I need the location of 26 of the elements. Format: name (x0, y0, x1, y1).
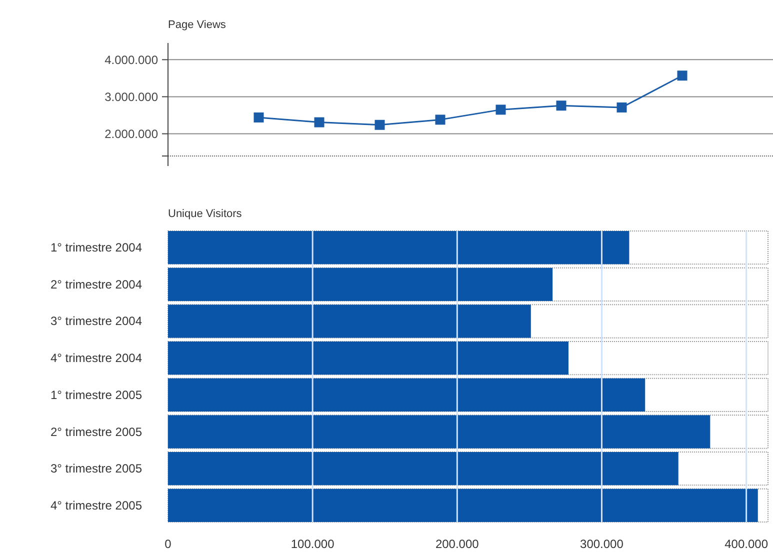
chart-title: Page Views (168, 19, 226, 31)
point (435, 114, 446, 125)
point (677, 70, 688, 81)
y-tick-label: 3° trimestre 2004 (50, 314, 142, 328)
point (496, 104, 506, 115)
x-tick-label: 300.000 (580, 537, 624, 551)
x-tick-label: 100.000 (290, 537, 335, 551)
y-tick-label: 4° trimestre 2005 (50, 498, 142, 512)
point (314, 117, 324, 128)
y-tick-label: 1° trimestre 2004 (50, 240, 142, 255)
point (616, 102, 627, 112)
x-tick-label: 400.000 (724, 537, 768, 551)
y-tick-label: 2.000.000 (104, 126, 158, 141)
y-tick-label: 2° trimestre 2004 (50, 277, 142, 292)
y-tick-label: 3° trimestre 2005 (50, 462, 142, 476)
x-tick-label: 0 (164, 537, 172, 551)
point (254, 112, 264, 122)
chart-title: Unique Visitors (168, 208, 242, 220)
y-tick-label: 2° trimestre 2005 (50, 424, 142, 439)
y-tick-label: 4.000.000 (104, 52, 158, 67)
y-tick-label: 4° trimestre 2004 (50, 351, 142, 366)
point (556, 100, 566, 111)
y-tick-label: 1° trimestre 2005 (50, 388, 142, 402)
x-tick-label: 200.000 (435, 537, 480, 551)
point (374, 120, 385, 130)
y-tick-label: 3.000.000 (104, 90, 158, 104)
